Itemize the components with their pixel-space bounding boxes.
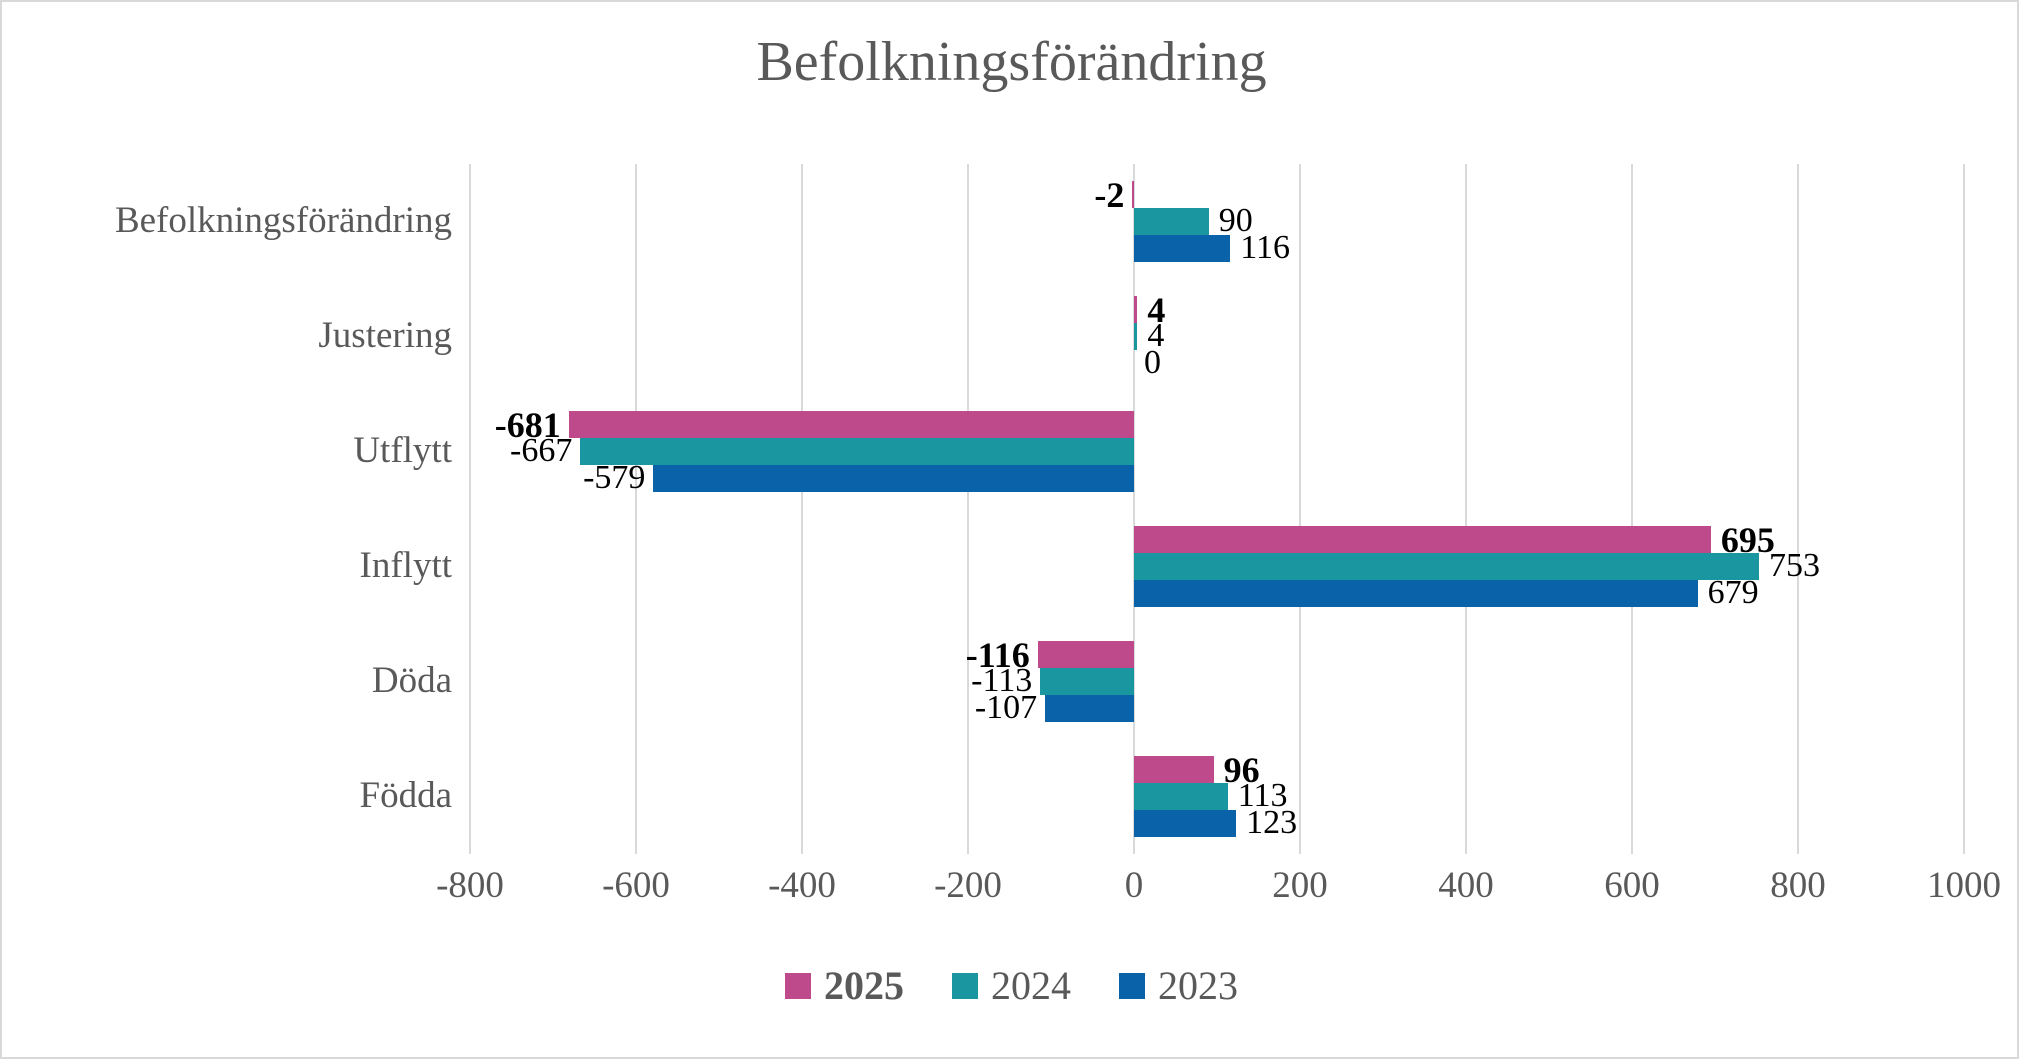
bar-2024-Befolkningsförändring[interactable] xyxy=(1134,208,1209,235)
bar-group: -116 -113 -107 xyxy=(470,624,1964,739)
bar-label-2023-Inflytt: 679 xyxy=(1707,573,1759,611)
bar-label-2023-Döda: -107 xyxy=(974,688,1038,726)
bar-label-2025-Utflytt: -681 xyxy=(494,404,561,445)
bar-2025-Inflytt[interactable] xyxy=(1134,526,1711,553)
bar-label-2025-Döda: -116 xyxy=(965,634,1030,675)
bar-label-2024-Inflytt: 753 xyxy=(1768,546,1820,584)
bar-label-2023-Utflytt: -579 xyxy=(583,458,646,496)
x-axis-tick--400: -400 xyxy=(768,865,836,906)
bar-group: 695 753 679 xyxy=(470,509,1964,624)
bar-2025-Justering[interactable] xyxy=(1134,296,1138,323)
bar-2024-Utflytt[interactable] xyxy=(580,438,1134,465)
bar-label-2024-Utflytt: -667 xyxy=(510,431,573,469)
x-axis-tick--200: -200 xyxy=(934,865,1002,906)
x-axis-tick-600: 600 xyxy=(1604,865,1660,906)
bar-label-2024-Befolkningsförändring: 90 xyxy=(1218,201,1253,239)
bar-2024-Döda[interactable] xyxy=(1040,668,1134,695)
bar-label-2023-Befolkningsförändring: 116 xyxy=(1240,228,1291,266)
bar-label-2024-Justering: 4 xyxy=(1147,316,1165,354)
bar-2023-Befolkningsförändring[interactable] xyxy=(1134,235,1231,262)
bar-2023-Döda[interactable] xyxy=(1045,695,1134,722)
gridline-400 xyxy=(1465,164,1467,854)
legend-label-2025: 2025 xyxy=(824,963,904,1008)
gridline--400 xyxy=(801,164,803,854)
gridline-0 xyxy=(1133,164,1135,854)
gridline-1000 xyxy=(1963,164,1965,854)
bar-label-2025-Födda: 96 xyxy=(1223,749,1260,790)
bar-2023-Födda[interactable] xyxy=(1134,810,1237,837)
legend-swatch-2023 xyxy=(1119,972,1145,999)
x-axis-tick--600: -600 xyxy=(602,865,670,906)
bar-2025-Befolkningsförändring[interactable] xyxy=(1132,181,1135,208)
gridline--600 xyxy=(635,164,637,854)
bar-2024-Justering[interactable] xyxy=(1134,323,1138,350)
x-axis-tick--800: -800 xyxy=(436,865,504,906)
legend-swatch-2025 xyxy=(785,972,811,999)
x-axis-tick-labels: -800 -600 -400 -200 0 200 400 600 800 1000 xyxy=(436,864,2001,924)
gridline-600 xyxy=(1631,164,1633,854)
gridline-800 xyxy=(1797,164,1799,854)
bar-group: -2 90 116 xyxy=(470,164,1964,279)
legend-swatch-2024 xyxy=(952,972,978,999)
bar-label-2023-Justering: 0 xyxy=(1144,343,1161,381)
bar-2023-Inflytt[interactable] xyxy=(1134,580,1698,607)
plot-area: -2 90 116 4 4 0 -681 -667 -579 695 753 679 -116 -113-… xyxy=(469,164,1965,854)
bar-label-2025-Inflytt: 695 xyxy=(1720,519,1775,560)
bar-label-2023-Födda: 123 xyxy=(1246,803,1298,841)
y-axis-label-Inflytt: Inflytt xyxy=(359,544,452,586)
legend-item-2025[interactable]: 2025 xyxy=(785,962,904,1009)
y-axis-label-Utflytt: Utflytt xyxy=(353,429,452,471)
bar-label-2024-Födda: 113 xyxy=(1237,776,1288,814)
y-axis-label-Befolkningsförändring: Befolkningsförändring xyxy=(114,199,452,241)
y-axis-category-labels: Befolkningsförändring Justering Utflytt Inf… xyxy=(2,164,452,854)
x-axis-tick-800: 800 xyxy=(1770,865,1826,906)
x-axis-tick-400: 400 xyxy=(1438,865,1494,906)
bar-label-2025-Justering: 4 xyxy=(1147,289,1166,330)
x-axis-tick-1000: 1000 xyxy=(1927,865,2001,906)
y-axis-label-Döda: Döda xyxy=(371,659,452,701)
x-axis-tick-200: 200 xyxy=(1272,865,1328,906)
bar-2024-Inflytt[interactable] xyxy=(1134,553,1759,580)
gridline--800 xyxy=(469,164,471,854)
legend-label-2024: 2024 xyxy=(991,963,1071,1008)
gridline-200 xyxy=(1299,164,1301,854)
legend-item-2023[interactable]: 2023 xyxy=(1119,962,1238,1009)
legend-label-2023: 2023 xyxy=(1158,963,1238,1008)
bar-2024-Födda[interactable] xyxy=(1134,783,1228,810)
y-axis-label-Födda: Födda xyxy=(359,774,453,816)
bar-label-2024-Döda: -113 xyxy=(971,661,1033,699)
bar-group: 96 113 123 xyxy=(470,739,1964,854)
chart-title: Befolkningsförändring xyxy=(756,31,1267,93)
y-axis-label-Justering: Justering xyxy=(318,314,452,356)
legend-item-2024[interactable]: 2024 xyxy=(952,962,1071,1009)
bar-2025-Döda[interactable] xyxy=(1037,641,1134,668)
bar-2025-Födda[interactable] xyxy=(1134,756,1214,783)
gridline--200 xyxy=(967,164,969,854)
bar-group: -681 -667 -579 xyxy=(470,394,1964,509)
bar-2023-Utflytt[interactable] xyxy=(653,465,1134,492)
bar-2025-Utflytt[interactable] xyxy=(568,411,1134,438)
x-axis-tick-0: 0 xyxy=(1124,865,1144,906)
bar-label-2025-Befolkningsförändring: -2 xyxy=(1094,174,1125,215)
chart-legend: 2025 2024 2023 xyxy=(2,962,2017,1009)
